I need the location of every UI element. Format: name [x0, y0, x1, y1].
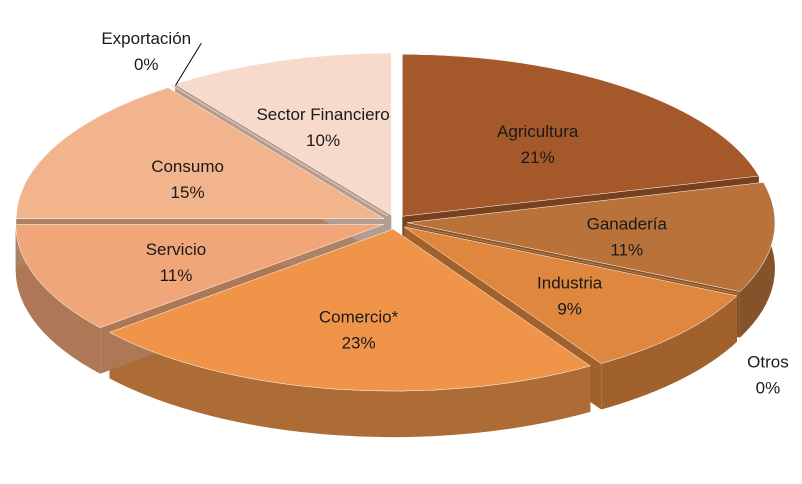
slice-side	[15, 224, 101, 374]
slice	[15, 224, 384, 328]
slice-value-label: 10%	[306, 131, 340, 150]
slice-value-label: 11%	[610, 240, 643, 259]
slice-value-label: 9%	[557, 300, 582, 319]
slice	[406, 182, 776, 292]
leader-line	[175, 43, 202, 86]
pie-tops	[15, 52, 776, 392]
slice-cut	[16, 87, 385, 265]
slice-value-label: 0%	[756, 379, 781, 398]
slice-label: Exportación	[101, 29, 191, 48]
slice-label: Comercio*	[319, 308, 399, 327]
slice-label: Ganadería	[587, 214, 668, 233]
slice-value-label: 15%	[171, 183, 205, 202]
slice-value-label: 0%	[134, 55, 159, 74]
slice-label: Otros	[747, 353, 789, 372]
slice	[171, 84, 389, 217]
slice	[174, 52, 392, 216]
slice-label: Industria	[537, 274, 603, 293]
slice-side	[109, 332, 591, 438]
slice	[403, 226, 738, 364]
slice-label: Servicio	[146, 240, 206, 259]
slice	[402, 54, 760, 217]
slice-label: Consumo	[151, 157, 224, 176]
slice-label: Agricultura	[497, 122, 579, 141]
slice-value-label: 23%	[342, 334, 376, 353]
slice-value-label: 21%	[521, 148, 555, 167]
slice	[108, 228, 591, 392]
slice-value-label: 11%	[160, 266, 193, 285]
slice-label: Sector Financiero	[256, 105, 389, 124]
pie-labels: Agricultura 21% Ganadería 11% Otros 0% Industr…	[101, 29, 788, 398]
slice	[16, 87, 386, 219]
slice	[405, 224, 739, 295]
